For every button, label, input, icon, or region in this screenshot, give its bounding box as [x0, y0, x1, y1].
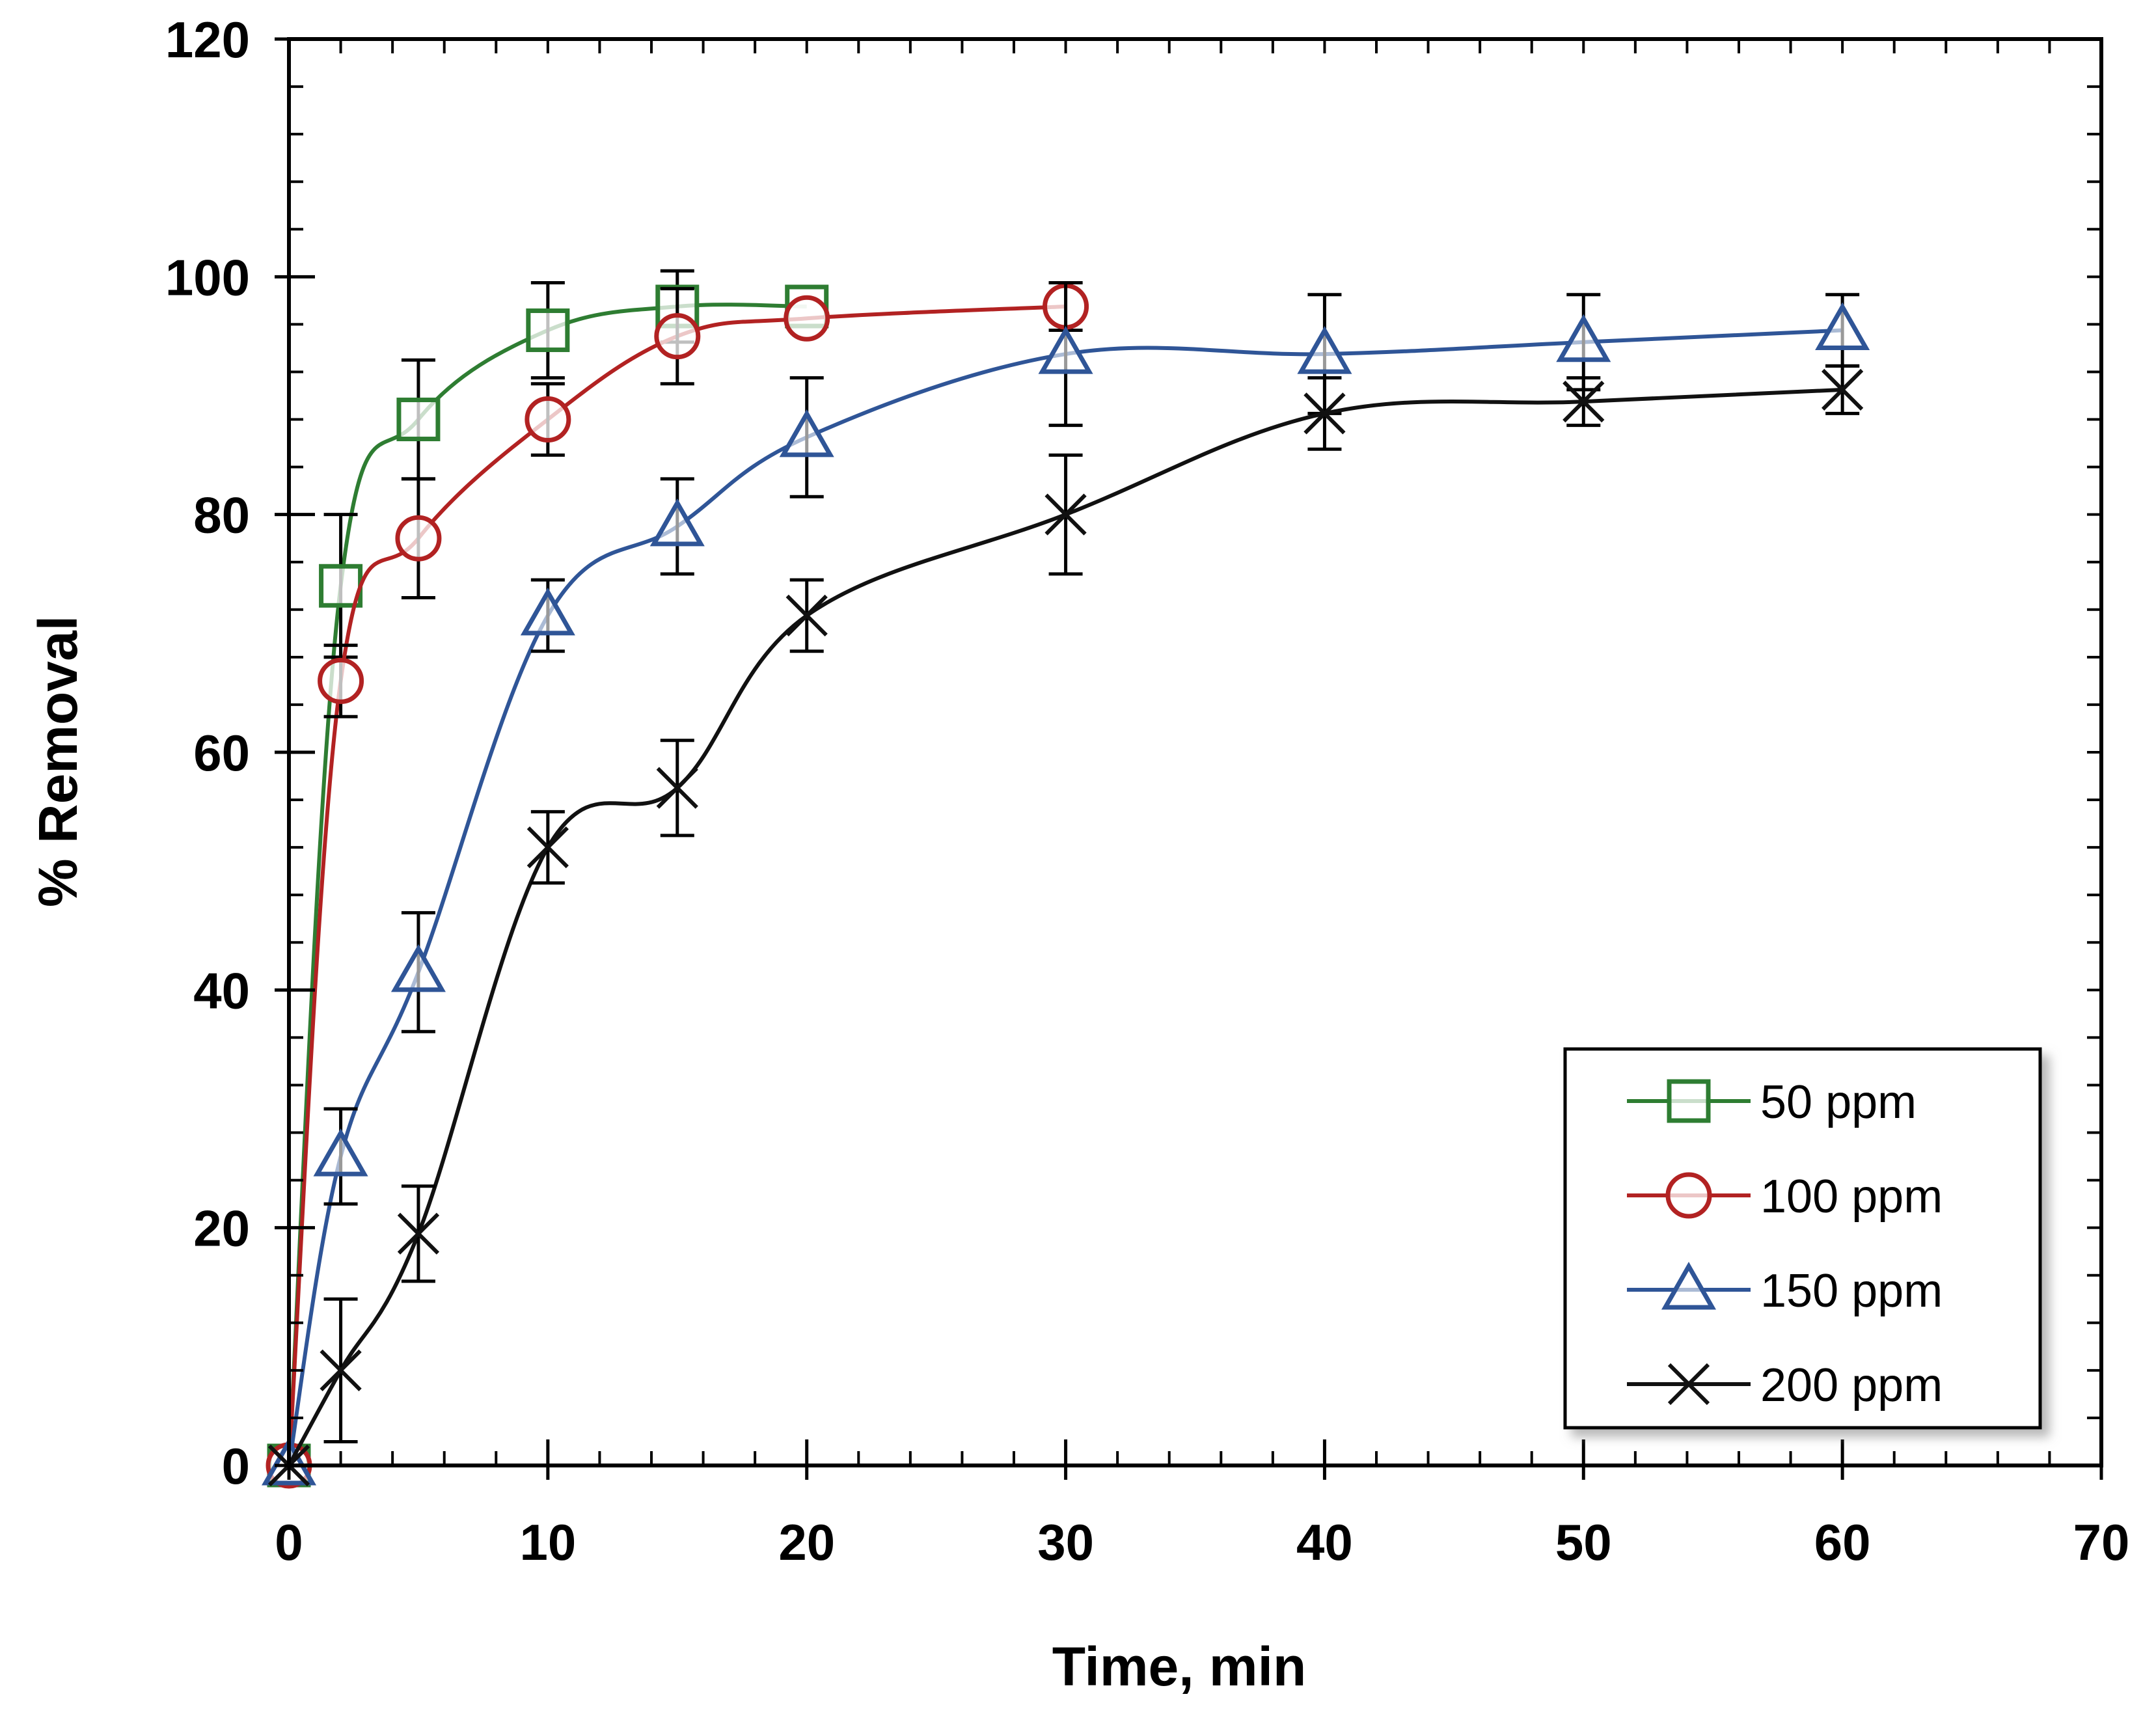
x-tick-label: 70	[2073, 1514, 2130, 1571]
data-point-200-ppm-stroke	[526, 826, 569, 869]
legend-label-100-ppm: 100 ppm	[1760, 1171, 1943, 1223]
data-point-50-ppm	[319, 564, 363, 608]
x-tick-label: 20	[778, 1514, 835, 1571]
data-point-200-ppm	[785, 594, 828, 637]
legend-item-100-ppm: 100 ppm	[1627, 1171, 1943, 1223]
data-point-150-ppm	[1038, 326, 1093, 374]
y-tick-label: 100	[165, 249, 250, 306]
data-point-200-ppm	[1562, 381, 1605, 423]
data-point-100-ppm	[654, 313, 701, 360]
data-point-200-ppm-stroke	[320, 1349, 362, 1391]
data-point-200-ppm-stroke	[656, 767, 698, 809]
data-point-200-ppm-stroke	[785, 594, 828, 637]
data-point-200-ppm-stroke	[1822, 368, 1864, 411]
x-tick-label: 60	[1814, 1514, 1871, 1571]
data-point-200-ppm-stroke	[397, 1212, 440, 1255]
data-point-200-ppm	[1044, 493, 1087, 536]
data-point-150-ppm	[779, 409, 834, 457]
x-axis-label: Time, min	[1052, 1636, 1307, 1697]
legend-label-200-ppm: 200 ppm	[1760, 1359, 1943, 1411]
x-tick-label: 40	[1296, 1514, 1353, 1571]
legend-marker-50-ppm	[1667, 1079, 1711, 1123]
data-point-200-ppm-stroke	[1562, 381, 1605, 423]
y-tick-label: 20	[193, 1200, 250, 1257]
data-point-200-ppm	[397, 1212, 440, 1255]
series-200-ppm	[267, 364, 1864, 1487]
legend-marker-200-ppm-stroke	[1667, 1363, 1710, 1406]
legend-item-50-ppm: 50 ppm	[1627, 1076, 1917, 1128]
series-line-150-ppm	[287, 328, 1843, 1466]
legend-label-50-ppm: 50 ppm	[1760, 1076, 1917, 1128]
series-150-ppm	[261, 280, 1870, 1486]
y-tick-label: 120	[165, 11, 250, 68]
legend-marker-100-ppm	[1665, 1172, 1712, 1219]
legend-item-150-ppm: 150 ppm	[1627, 1261, 1943, 1317]
data-point-50-ppm	[526, 308, 570, 353]
y-tick-label: 80	[193, 487, 250, 544]
y-tick-label: 60	[193, 724, 250, 782]
x-tick-label: 30	[1037, 1514, 1094, 1571]
data-point-150-ppm	[1815, 302, 1870, 351]
y-tick-label: 0	[222, 1437, 250, 1495]
data-point-150-ppm	[1556, 314, 1611, 362]
legend: 50 ppm 100 ppm 150 ppm 200 ppm	[1563, 1047, 2042, 1430]
data-point-150-ppm	[390, 944, 446, 992]
x-tick-label: 50	[1555, 1514, 1612, 1571]
y-tick-label: 40	[193, 962, 250, 1019]
data-point-100-ppm	[525, 396, 571, 443]
legend-label-150-ppm: 150 ppm	[1760, 1265, 1943, 1317]
data-point-200-ppm	[1303, 392, 1346, 435]
data-point-100-ppm	[784, 295, 830, 342]
y-axis-label: % Removal	[27, 616, 89, 907]
data-point-200-ppm-stroke	[1303, 392, 1346, 435]
data-point-100-ppm	[395, 515, 442, 562]
data-point-200-ppm	[1822, 368, 1864, 411]
data-point-200-ppm-stroke	[1044, 493, 1087, 536]
data-point-200-ppm	[526, 826, 569, 869]
x-tick-label: 0	[275, 1514, 303, 1571]
data-point-150-ppm	[313, 1128, 368, 1177]
legend-marker-150-ppm	[1661, 1261, 1717, 1310]
data-point-50-ppm	[396, 398, 441, 442]
data-point-200-ppm	[656, 767, 698, 809]
legend-box	[1563, 1047, 2042, 1430]
legend-item-200-ppm: 200 ppm	[1627, 1359, 1943, 1411]
data-point-150-ppm	[520, 587, 575, 636]
data-point-100-ppm	[318, 657, 364, 704]
data-point-200-ppm	[320, 1349, 362, 1391]
x-tick-label: 10	[519, 1514, 576, 1571]
data-point-150-ppm	[649, 498, 705, 547]
data-point-150-ppm	[1297, 326, 1352, 374]
legend-marker-200-ppm	[1667, 1363, 1710, 1406]
